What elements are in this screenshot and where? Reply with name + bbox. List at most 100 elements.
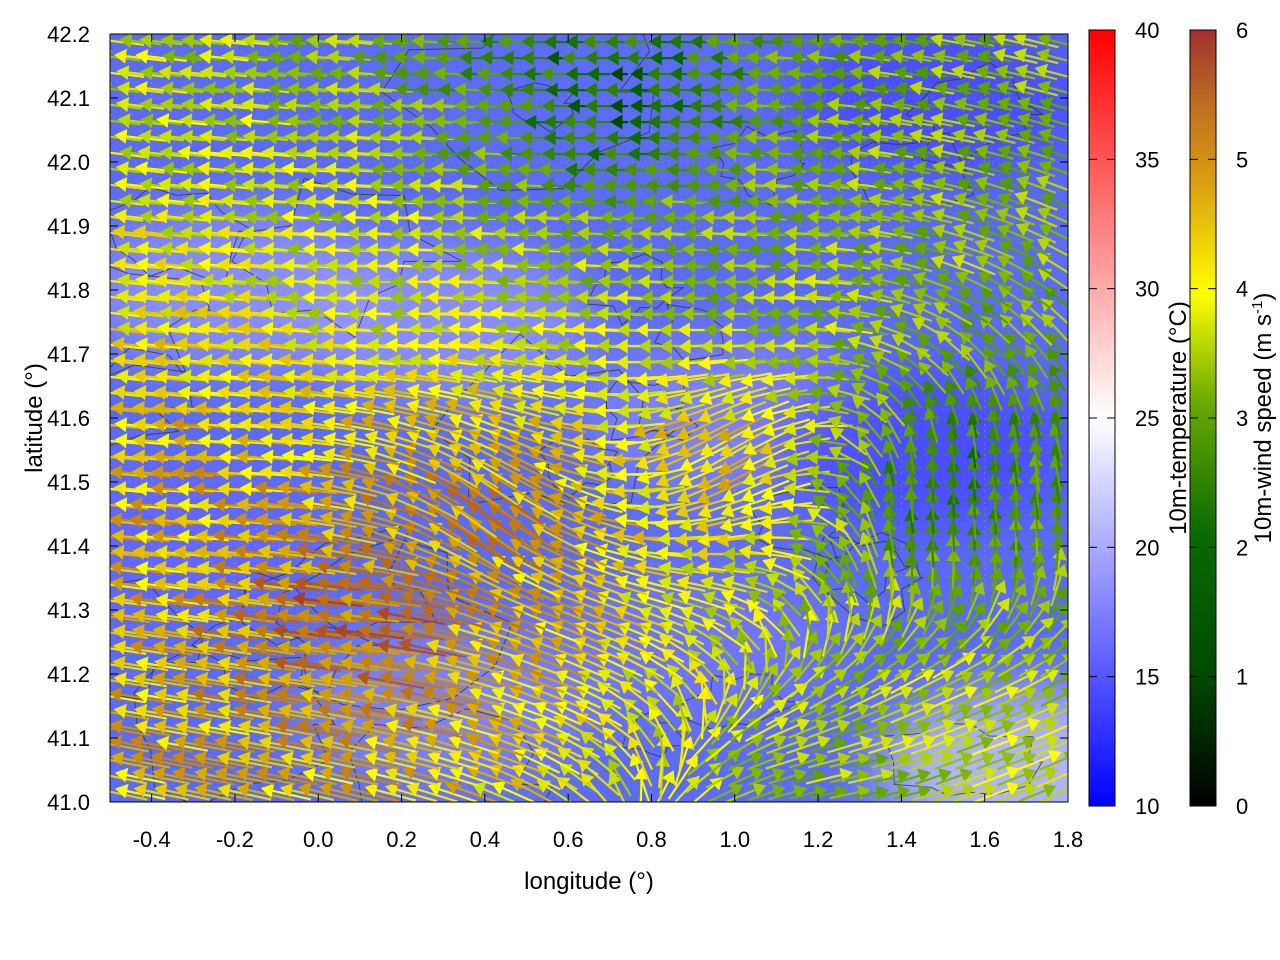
wind-vector [218, 433, 270, 449]
wind-vector [851, 396, 888, 424]
wind-vector [276, 480, 338, 496]
wind-vector [379, 686, 443, 706]
wind-vector [384, 766, 438, 786]
wind-vector [399, 589, 464, 611]
wind-vector [603, 742, 637, 781]
wind-vector [636, 500, 685, 515]
wind-vector [746, 699, 788, 729]
wind-vector [339, 592, 400, 608]
wind-vector [904, 508, 920, 534]
wind-vector [257, 671, 315, 688]
wind-vector [788, 528, 826, 546]
wind-vector [765, 573, 807, 598]
x-tick-label: -0.2 [216, 827, 254, 852]
wind-vector [881, 439, 897, 475]
wind-vector [683, 634, 723, 666]
x-tick-label: 1.8 [1053, 827, 1084, 852]
wind-vector [658, 403, 705, 421]
wind-vector [1020, 617, 1055, 651]
wind-vector [973, 112, 1015, 128]
wind-vector [711, 644, 737, 687]
wind-vector [916, 335, 948, 357]
wind-vector [960, 343, 988, 380]
wind-vector [912, 669, 955, 694]
wind-vector [868, 129, 912, 144]
wind-vector [955, 687, 995, 707]
wind-vector [975, 254, 1014, 276]
wind-vector [156, 433, 208, 449]
wind-vector [830, 337, 867, 353]
wind-vector [295, 718, 360, 737]
wind-vector [1049, 410, 1064, 440]
wind-vector [869, 685, 914, 709]
wind-vector [304, 337, 351, 353]
wind-vector [403, 413, 461, 436]
wind-vector [891, 161, 931, 176]
wind-vector [954, 751, 996, 771]
wind-vector [172, 766, 234, 786]
wind-vector [378, 556, 444, 581]
wind-vector [258, 416, 314, 432]
wind-vector [400, 670, 464, 690]
wind-vector [302, 767, 354, 785]
wind-vector [994, 128, 1036, 145]
wind-vector [975, 192, 1014, 209]
x-tick-label: 0.8 [636, 827, 667, 852]
terrain-contour [538, 438, 619, 499]
wind-vector [951, 160, 995, 177]
wind-vector [679, 446, 727, 472]
wind-vector [600, 698, 640, 729]
wind-vector [361, 559, 419, 577]
wind-vector [1018, 783, 1057, 802]
wind-vector [314, 623, 383, 640]
wind-vector [806, 400, 849, 416]
wind-vector [975, 97, 1013, 112]
wind-vector [807, 508, 849, 536]
wind-vector [748, 767, 786, 786]
wind-vector [828, 446, 869, 469]
wind-vector [626, 710, 656, 749]
wind-vector [195, 576, 252, 592]
wind-vector [911, 317, 953, 342]
wind-vector [315, 559, 382, 576]
wind-vector [216, 305, 272, 320]
x-axis-label: longitude (°) [524, 868, 654, 895]
y-tick-label: 41.5 [47, 470, 90, 495]
wind-vector [1037, 782, 1068, 802]
wind-vector [851, 720, 891, 738]
wind-vector [1016, 718, 1059, 740]
wind-vector [932, 734, 976, 755]
wind-vector [929, 34, 976, 48]
wind-vector [135, 688, 187, 704]
wind-vector [912, 686, 955, 708]
wind-vector [670, 674, 693, 721]
wind-vector [965, 393, 981, 425]
wind-vector [173, 655, 233, 672]
wind-vector [113, 672, 167, 688]
wind-vector [952, 223, 995, 242]
wind-vector [953, 192, 994, 209]
y-tick-label: 41.1 [47, 726, 90, 751]
wind-vector [674, 736, 695, 787]
wind-vector [527, 603, 587, 631]
wind-vector [891, 334, 931, 358]
wind-vector [113, 703, 167, 720]
wind-vector [583, 114, 614, 130]
wind-vector [152, 639, 212, 656]
wind-vector [254, 687, 318, 705]
wind-vector [1038, 160, 1068, 175]
wind-vector [880, 423, 900, 459]
wind-vector [945, 411, 961, 439]
wind-vector [527, 414, 587, 434]
wind-vector [934, 287, 971, 307]
wind-vector [133, 385, 189, 400]
wind-vector [322, 416, 375, 432]
wind-vector [1016, 144, 1056, 161]
wind-vector [974, 239, 1015, 260]
x-tick-label: -0.4 [133, 827, 171, 852]
wind-vector [747, 590, 784, 613]
wind-vector [400, 622, 463, 642]
wind-vector [212, 528, 277, 544]
wind-vector [995, 80, 1035, 96]
wind-vector [974, 207, 1015, 226]
